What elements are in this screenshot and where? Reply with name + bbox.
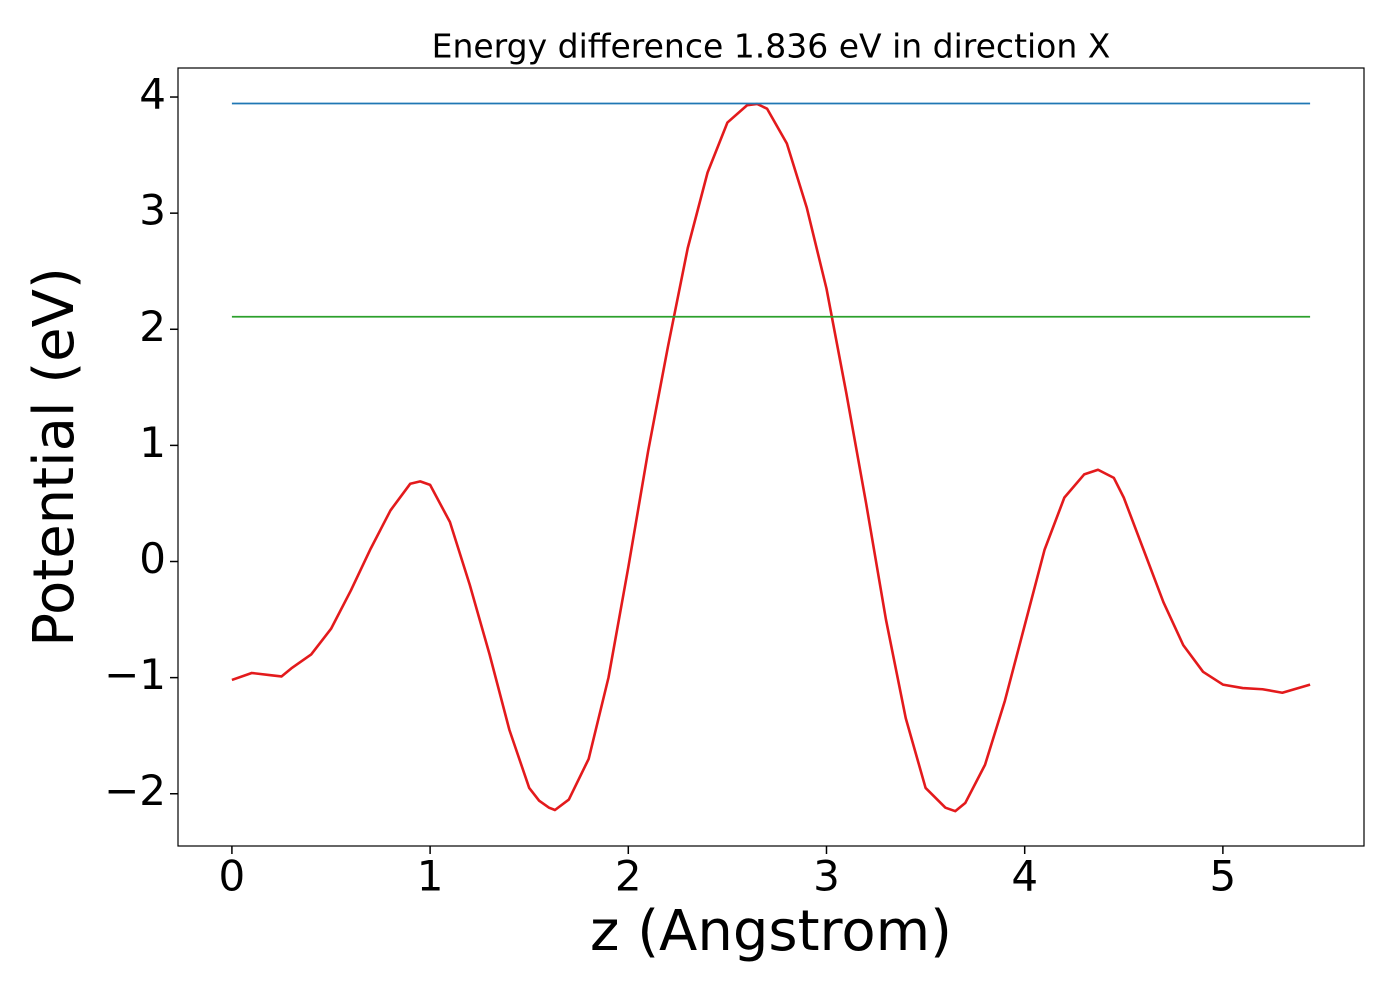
y-tick-label: 2 bbox=[139, 302, 166, 351]
x-axis-label: z (Angstrom) bbox=[590, 899, 952, 964]
y-tick-label: 3 bbox=[139, 186, 166, 235]
y-tick-label: 4 bbox=[139, 70, 166, 119]
y-tick-label: −1 bbox=[104, 650, 166, 699]
x-tick-label: 3 bbox=[813, 852, 840, 901]
y-tick-label: 0 bbox=[139, 534, 166, 583]
x-tick-label: 2 bbox=[615, 852, 642, 901]
series-line bbox=[231, 102, 1311, 813]
y-axis-label: Potential (eV) bbox=[22, 267, 87, 647]
plot-frame bbox=[177, 67, 1365, 847]
x-tick-label: 5 bbox=[1210, 852, 1237, 901]
x-tick-label: 0 bbox=[219, 852, 246, 901]
x-tick-label: 4 bbox=[1011, 852, 1038, 901]
chart-title: Energy difference 1.836 eV in direction … bbox=[432, 27, 1111, 66]
y-tick-label: −2 bbox=[104, 766, 166, 815]
x-tick-label: 1 bbox=[417, 852, 444, 901]
y-tick-label: 1 bbox=[139, 418, 166, 467]
